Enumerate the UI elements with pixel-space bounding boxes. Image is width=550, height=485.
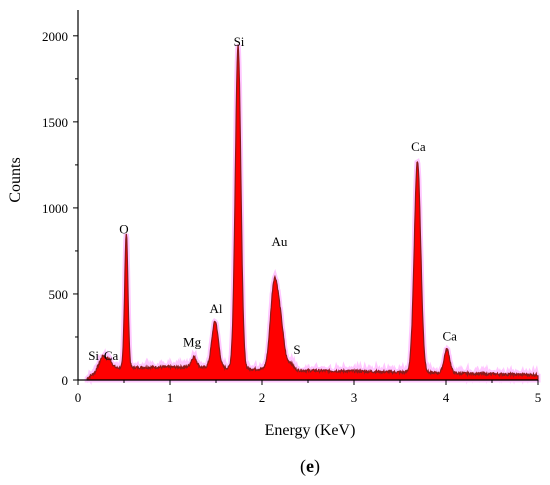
- y-tick-label: 500: [49, 287, 69, 302]
- y-tick-label: 0: [62, 373, 69, 388]
- peak-label-s: S: [293, 342, 300, 357]
- x-tick-label: 0: [75, 390, 82, 405]
- peak-label-ca: Ca: [411, 139, 426, 154]
- spectrum-halo: [84, 44, 541, 385]
- peak-label-ca: Ca: [442, 328, 457, 343]
- peak-label-si: Si: [234, 34, 245, 49]
- plot-area: [84, 44, 541, 385]
- peak-labels: Si Ca O Mg Al Si Au S Ca Ca: [88, 34, 457, 363]
- peak-label-al: Al: [210, 301, 223, 316]
- y-tick-label: 1500: [42, 115, 68, 130]
- x-tick-label: 2: [259, 390, 266, 405]
- panel-label: (e): [300, 456, 320, 477]
- x-tick-label: 1: [167, 390, 174, 405]
- peak-label-au: Au: [272, 234, 288, 249]
- y-tick-label: 1000: [42, 201, 68, 216]
- x-tick-label: 4: [443, 390, 450, 405]
- peak-label-mg: Mg: [183, 334, 202, 349]
- peak-label-ca: Ca: [104, 348, 119, 363]
- x-axis-title: Energy (KeV): [265, 422, 356, 439]
- x-tick-label: 5: [535, 390, 542, 405]
- axes: 0 1 2 3 4 5 0 500 1000 1500 2000: [42, 10, 541, 405]
- peak-label-si: Si: [88, 348, 99, 363]
- peak-label-o: O: [119, 222, 128, 237]
- x-tick-label: 3: [351, 390, 358, 405]
- y-tick-label: 2000: [42, 29, 68, 44]
- spectrum-area: [86, 44, 539, 381]
- y-axis-title: Counts: [7, 157, 24, 202]
